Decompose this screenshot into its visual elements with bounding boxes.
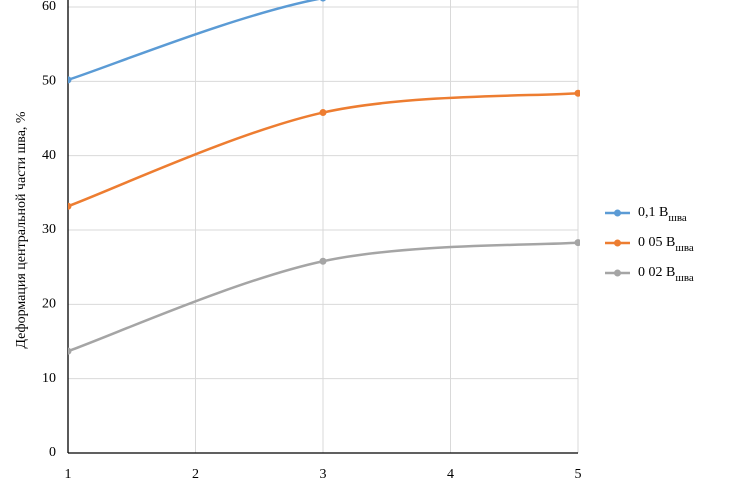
y-tick-label: 0 [49,445,56,460]
x-tick-label: 1 [65,467,72,482]
x-tick-label: 4 [447,467,454,482]
legend-name: 0 02 В [638,265,675,280]
data-point [68,76,72,84]
series-line [68,0,320,82]
legend-label: 0 02 Вшва [638,265,694,283]
legend-label: 0 05 Вшва [638,235,694,253]
plot-area [68,0,580,355]
data-point [319,109,327,117]
legend-subscript: шва [675,242,694,254]
legend-marker [614,269,621,277]
data-point [68,347,72,355]
data-point [320,0,326,2]
legend-name: 0 05 В [638,235,675,250]
y-tick-label: 20 [42,297,56,312]
data-point [574,239,580,247]
x-tick-label: 5 [575,467,582,482]
x-tick-label: 2 [192,467,199,482]
data-point [68,202,72,210]
y-tick-label: 60 [42,0,56,14]
legend-label: 0,1 Вшва [638,205,687,223]
y-tick-label: 50 [42,74,56,89]
y-tick-label: 30 [42,222,56,237]
legend-subscript: шва [668,212,687,224]
data-point [319,257,327,265]
legend-marker [614,239,621,247]
legend-subscript: шва [675,272,694,284]
legend-name: 0,1 В [638,205,668,220]
data-point [574,89,580,97]
y-axis-label: Деформация центральной части шва, % [14,111,29,349]
y-tick-label: 40 [42,148,56,163]
y-tick-label: 10 [42,371,56,386]
x-tick-label: 3 [320,467,327,482]
legend-marker [614,209,621,217]
